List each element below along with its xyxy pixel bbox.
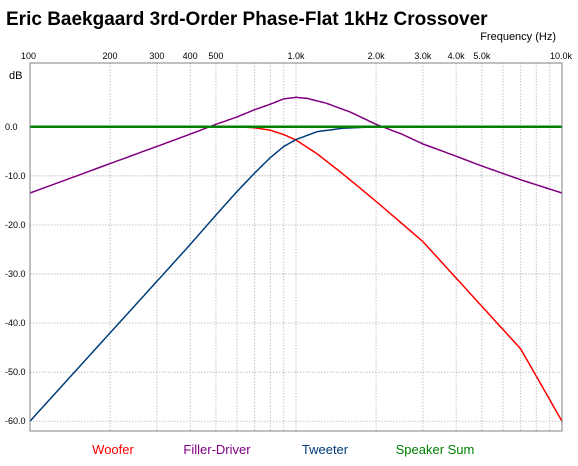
legend-label-tweeter: Tweeter	[302, 442, 349, 457]
y-tick-label: -30.0	[5, 269, 26, 279]
y-tick-label: -20.0	[5, 220, 26, 230]
x-axis-label: Frequency (Hz)	[480, 31, 556, 43]
x-tick-label: 200	[103, 51, 118, 61]
tick-labels: 100 200 300 400 500 1.0k 2.0k 3.0k 4.0k 5.0k 10.0k…	[5, 51, 572, 426]
legend-label-filler-driver: Filler-Driver	[183, 442, 251, 457]
legend-label-woofer: Woofer	[92, 442, 134, 457]
grid	[29, 63, 563, 431]
y-axis-label: dB	[9, 70, 22, 82]
y-tick-label: -50.0	[5, 367, 26, 377]
x-tick-label: 3.0k	[414, 51, 432, 61]
y-tick-label: -10.0	[5, 171, 26, 181]
x-tick-label: 400	[183, 51, 198, 61]
series-line-filler-driver	[29, 96, 563, 194]
chart-title: Eric Baekgaard 3rd-Order Phase-Flat 1kHz…	[6, 9, 488, 30]
plot-border	[29, 62, 563, 432]
series-lines	[29, 96, 563, 422]
x-tick-label: 5.0k	[473, 51, 491, 61]
legend: Woofer Filler-Driver Tweeter Speaker Sum	[92, 442, 474, 457]
x-tick-label: 300	[149, 51, 164, 61]
x-tick-label: 10.0k	[550, 51, 573, 61]
y-tick-label: -40.0	[5, 318, 26, 328]
x-tick-label: 500	[208, 51, 223, 61]
x-tick-label: 2.0k	[368, 51, 386, 61]
x-tick-label: 4.0k	[448, 51, 466, 61]
y-tick-label: -60.0	[5, 416, 26, 426]
y-tick-label: 0.0	[5, 122, 18, 132]
x-tick-label: 100	[21, 51, 36, 61]
legend-label-speaker-sum: Speaker Sum	[396, 442, 475, 457]
x-tick-label: 1.0k	[287, 51, 305, 61]
